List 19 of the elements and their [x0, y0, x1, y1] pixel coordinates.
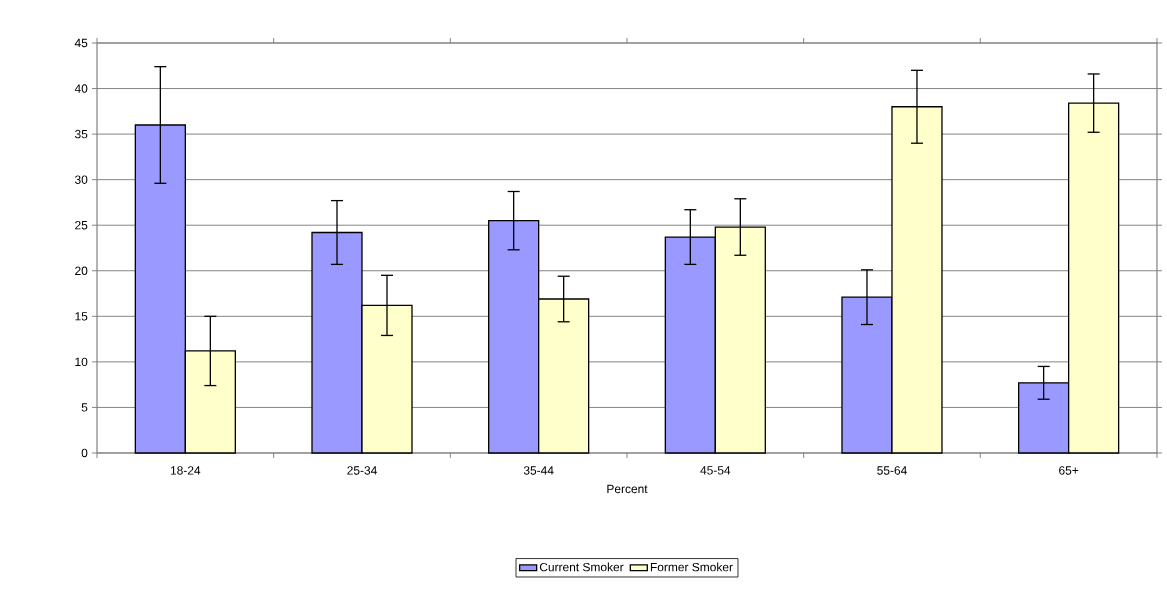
y-tick-label: 5 — [81, 403, 88, 412]
legend-label: Current Smoker — [539, 562, 624, 572]
y-tick-label: 10 — [75, 357, 88, 367]
y-tick-label: 45 — [74, 38, 88, 48]
x-tick-label: 65+ — [1059, 466, 1079, 475]
y-tick-label: 25 — [75, 220, 88, 230]
x-tick-label: 25-34 — [347, 466, 377, 475]
x-axis-title: Percent — [607, 484, 648, 494]
y-tick-label: 40 — [74, 84, 88, 93]
y-tick-label: 35 — [74, 129, 88, 139]
y-tick-label: 20 — [75, 266, 88, 275]
x-tick-label: 35-44 — [523, 466, 554, 475]
y-tick-label: 0 — [81, 448, 88, 458]
x-tick-label: 18-24 — [170, 466, 201, 475]
y-tick-label: 15 — [75, 312, 88, 321]
y-tick-label: 30 — [74, 175, 88, 184]
legend-label: Former Smoker — [650, 562, 733, 572]
x-tick-label: 45-54 — [700, 466, 731, 475]
x-tick-label: 55-64 — [877, 466, 907, 475]
